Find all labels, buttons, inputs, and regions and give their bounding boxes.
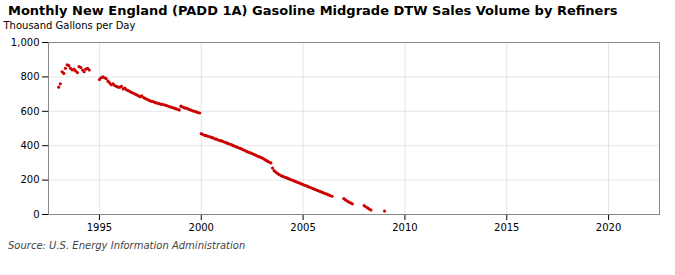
svg-text:800: 800 — [20, 71, 39, 82]
svg-text:2000: 2000 — [189, 222, 214, 233]
svg-text:Thousand Gallons per Day: Thousand Gallons per Day — [3, 20, 136, 31]
html-text:Source: U.S. Energy Informatio: Source: U.S. Energy Information Administ… — [8, 240, 246, 251]
svg-text:0: 0 — [33, 209, 39, 220]
svg-text:200: 200 — [20, 174, 39, 185]
svg-text:600: 600 — [20, 106, 39, 117]
html-text:Monthly New England (PADD 1A): Monthly New England (PADD 1A) Gasoline M… — [8, 3, 618, 18]
svg-text:1,000: 1,000 — [11, 37, 40, 48]
svg-text:400: 400 — [20, 140, 39, 151]
svg-text:2015: 2015 — [494, 222, 519, 233]
svg-text:1995: 1995 — [87, 222, 112, 233]
svg-text:2005: 2005 — [290, 222, 315, 233]
svg-text:2010: 2010 — [392, 222, 417, 233]
svg-text:2020: 2020 — [596, 222, 621, 233]
